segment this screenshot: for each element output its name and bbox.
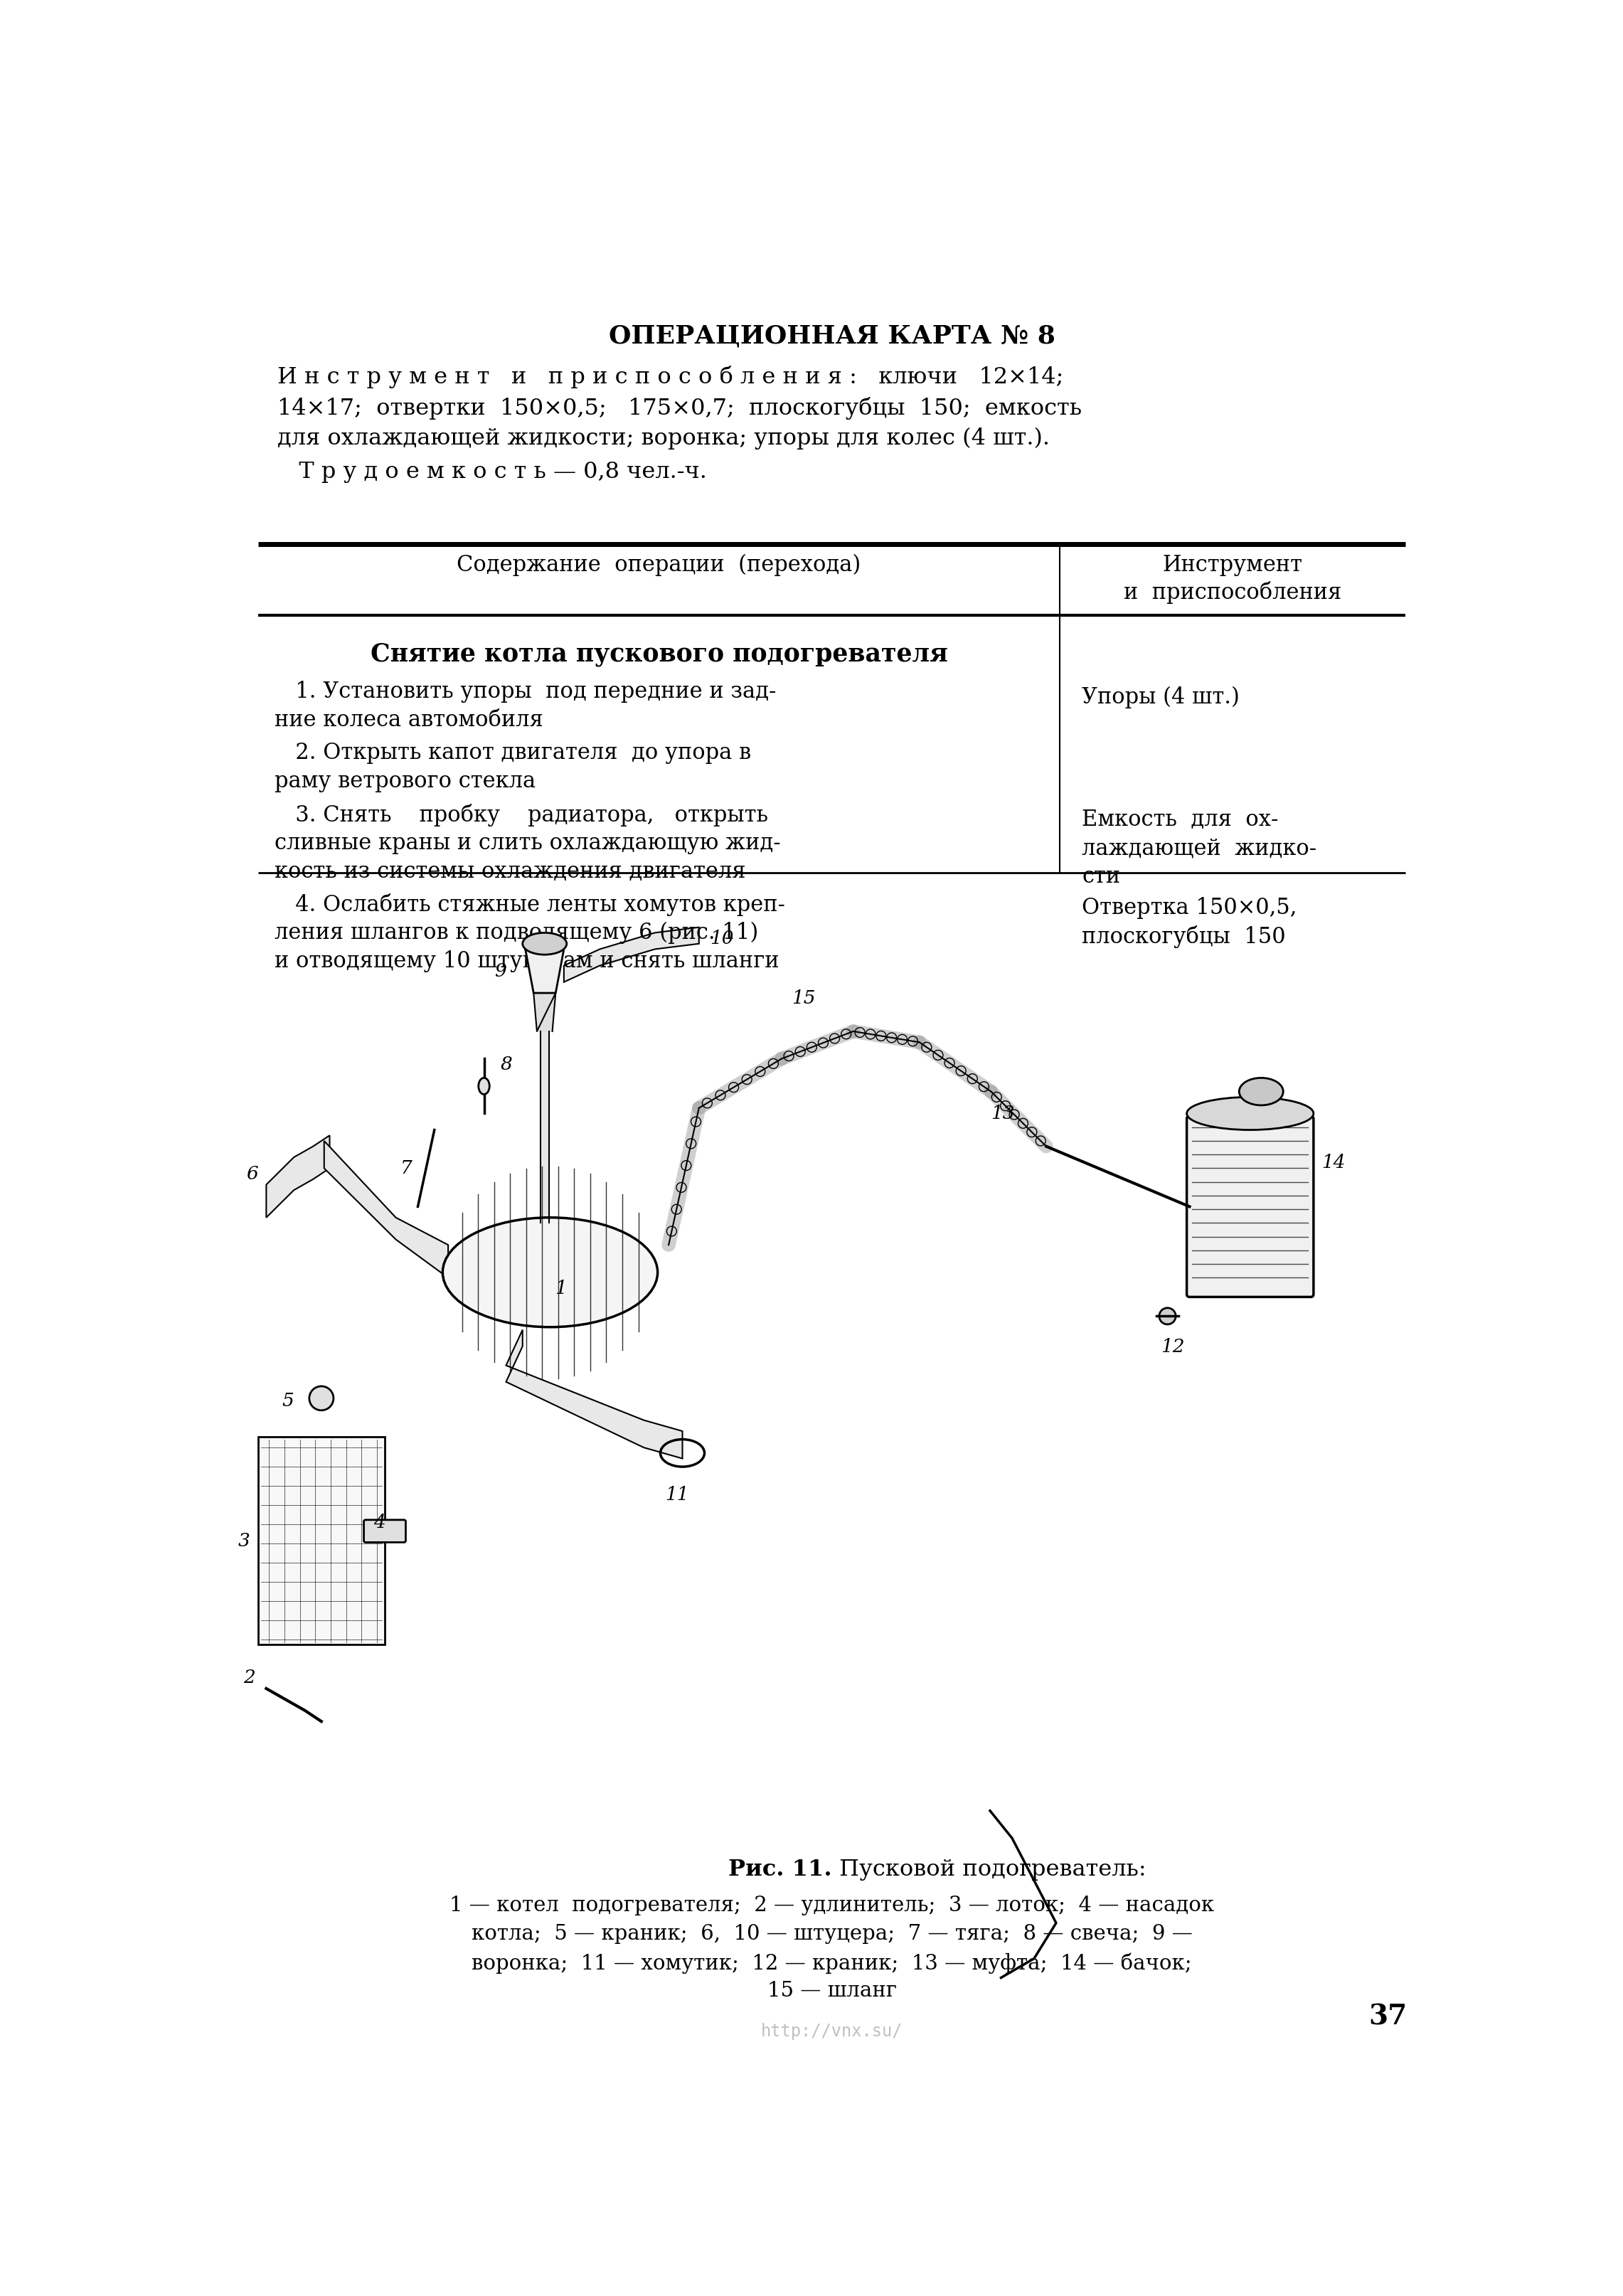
- PathPatch shape: [563, 928, 700, 983]
- Text: и отводящему 10 штуцерам и снять шланги: и отводящему 10 штуцерам и снять шланги: [274, 951, 779, 971]
- Text: котла;  5 — краник;  6,  10 — штуцера;  7 — тяга;  8 — свеча;  9 —: котла; 5 — краник; 6, 10 — штуцера; 7 — …: [471, 1924, 1193, 1945]
- Text: 37: 37: [1368, 2004, 1407, 2030]
- Ellipse shape: [523, 932, 566, 955]
- Text: 3. Снять    пробку    радиатора,   открыть: 3. Снять пробку радиатора, открыть: [274, 804, 768, 827]
- Text: лаждающей  жидко-: лаждающей жидко-: [1083, 838, 1316, 859]
- Ellipse shape: [443, 1217, 657, 1327]
- Text: 10: 10: [709, 930, 734, 948]
- Text: Снятие котла пускового подогревателя: Снятие котла пускового подогревателя: [370, 643, 948, 666]
- Polygon shape: [526, 948, 563, 992]
- Text: Отвертка 150×0,5,: Отвертка 150×0,5,: [1083, 898, 1297, 918]
- Text: 6: 6: [247, 1164, 258, 1182]
- Text: 4. Ослабить стяжные ленты хомутов креп-: 4. Ослабить стяжные ленты хомутов креп-: [274, 893, 786, 916]
- Text: сливные краны и слить охлаждающую жид-: сливные краны и слить охлаждающую жид-: [274, 831, 781, 854]
- Text: ние колеса автомобиля: ние колеса автомобиля: [274, 709, 544, 732]
- Text: для охлаждающей жидкости; воронка; упоры для колес (4 шт.).: для охлаждающей жидкости; воронка; упоры…: [278, 427, 1050, 450]
- Text: 2. Открыть капот двигателя  до упора в: 2. Открыть капот двигателя до упора в: [274, 742, 751, 765]
- Text: 7: 7: [401, 1159, 412, 1178]
- Text: И н с т р у м е н т   и   п р и с п о с о б л е н и я :   ключи   12×14;: И н с т р у м е н т и п р и с п о с о б …: [278, 365, 1063, 388]
- PathPatch shape: [325, 1141, 448, 1279]
- Ellipse shape: [1238, 1077, 1284, 1104]
- Ellipse shape: [1186, 1097, 1313, 1130]
- Text: 1. Установить упоры  под передние и зад-: 1. Установить упоры под передние и зад-: [274, 682, 776, 703]
- Text: 8: 8: [500, 1056, 513, 1072]
- Text: 14×17;  отвертки  150×0,5;   175×0,7;  плоскогубцы  150;  емкость: 14×17; отвертки 150×0,5; 175×0,7; плоско…: [278, 397, 1083, 420]
- Circle shape: [310, 1387, 333, 1410]
- Text: Емкость  для  ох-: Емкость для ох-: [1083, 808, 1279, 831]
- Text: 5: 5: [282, 1391, 294, 1410]
- Text: Т р у д о е м к о с т ь — 0,8 чел.-ч.: Т р у д о е м к о с т ь — 0,8 чел.-ч.: [278, 461, 706, 482]
- Text: 11: 11: [665, 1486, 688, 1504]
- Text: 1: 1: [555, 1279, 566, 1297]
- Bar: [258, 1437, 385, 1644]
- Text: 12: 12: [1160, 1339, 1185, 1357]
- Text: воронка;  11 — хомутик;  12 — краник;  13 — муфта;  14 — бачок;: воронка; 11 — хомутик; 12 — краник; 13 —…: [472, 1952, 1191, 1975]
- Text: Рис. 11.: Рис. 11.: [729, 1857, 833, 1880]
- Polygon shape: [534, 992, 555, 1031]
- PathPatch shape: [266, 1137, 329, 1217]
- Text: раму ветрового стекла: раму ветрового стекла: [274, 771, 536, 792]
- Text: Инструмент: Инструмент: [1162, 553, 1303, 576]
- Text: Упоры (4 шт.): Упоры (4 шт.): [1083, 687, 1240, 709]
- FancyBboxPatch shape: [364, 1520, 406, 1543]
- Text: кость из системы охлаждения двигателя: кость из системы охлаждения двигателя: [274, 861, 745, 882]
- Text: 2: 2: [243, 1669, 255, 1688]
- Text: ОПЕРАЦИОННАЯ КАРТА № 8: ОПЕРАЦИОННАЯ КАРТА № 8: [609, 324, 1055, 349]
- Ellipse shape: [479, 1077, 490, 1095]
- Text: 1 — котел  подогревателя;  2 — удлинитель;  3 — лоток;  4 — насадок: 1 — котел подогревателя; 2 — удлинитель;…: [450, 1896, 1214, 1915]
- Text: плоскогубцы  150: плоскогубцы 150: [1083, 925, 1285, 948]
- PathPatch shape: [506, 1329, 682, 1458]
- Text: 13: 13: [992, 1104, 1014, 1123]
- Text: Содержание  операции  (перехода): Содержание операции (перехода): [458, 553, 862, 576]
- Text: Пусковой подогреватель:: Пусковой подогреватель:: [833, 1857, 1146, 1880]
- Text: ления шлангов к подводящему 6 (рис. 11): ления шлангов к подводящему 6 (рис. 11): [274, 921, 758, 944]
- Text: http://vnx.su/: http://vnx.su/: [761, 2023, 902, 2039]
- Text: и  приспособления: и приспособления: [1123, 581, 1342, 604]
- Text: 3: 3: [239, 1531, 250, 1550]
- Text: 9: 9: [495, 962, 506, 980]
- Text: 15: 15: [792, 990, 816, 1008]
- Text: 15 — шланг: 15 — шланг: [768, 1981, 896, 2000]
- Text: 14: 14: [1321, 1155, 1345, 1171]
- Polygon shape: [540, 1031, 549, 1224]
- Circle shape: [1159, 1309, 1175, 1325]
- FancyBboxPatch shape: [1186, 1116, 1313, 1297]
- Text: 4: 4: [373, 1513, 385, 1531]
- Text: сти: сти: [1083, 866, 1120, 889]
